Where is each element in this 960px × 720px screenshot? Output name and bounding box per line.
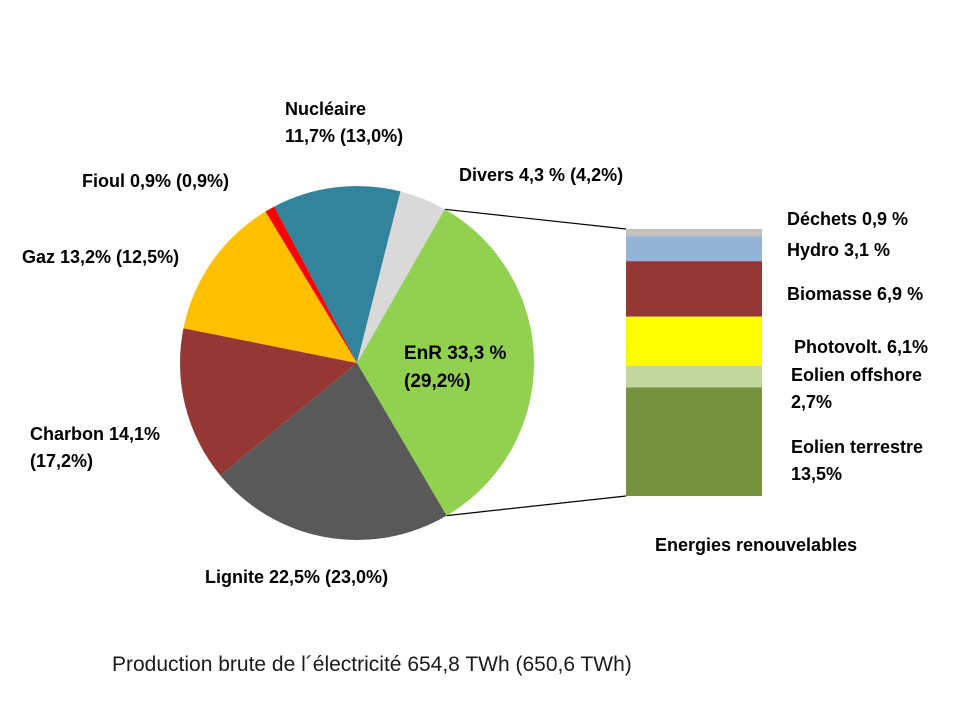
bar-segment-hydro [626,236,762,262]
pie-slice-charbon [180,328,357,476]
bar-label-eolien-offshore: Eolien offshore 2,7% [791,365,923,412]
callout-line-top [444,208,627,230]
pie-label-divers: Divers 4,3 % (4,2%) [459,165,624,185]
pie-label-charbon: Charbon 14,1% (17,2%) [30,424,161,471]
bar-label-biomasse: Biomasse 6,9 % [787,284,924,304]
renewables-bar [626,229,762,496]
bar-label-eolien-terrestre: Eolien terrestre 13,5% [791,437,924,484]
pie-slice-gaz [183,211,357,363]
bar-segment-eolien-terrestre [626,387,762,496]
bar-label-photovolt: Photovolt. 6,1% [794,337,929,357]
pie-label-nucleaire: Nucléaire 11,7% (13,0%) [285,99,404,146]
bar-label-dechets: Déchets 0,9 % [787,209,909,229]
pie-label-enr: EnR 33,3 % (29,2%) [404,343,507,392]
callout-line-bottom [446,495,627,517]
bar-title: Energies renouvelables [655,535,858,555]
pie-slice-nucleaire [274,185,401,363]
pie-slice-divers [357,191,445,363]
bar-label-hydro: Hydro 3,1 % [787,240,891,260]
pie-label-gaz: Gaz 13,2% (12,5%) [22,247,180,267]
bar-segment-photovolt [626,316,762,366]
pie-slice-lignite [220,363,447,540]
bar-segment-dechets [626,229,762,237]
pie-slice-fioul [265,206,357,363]
bar-segment-biomasse [626,261,762,317]
pie-label-fioul: Fioul 0,9% (0,9%) [82,171,230,191]
bar-segment-eolien-offshore [626,365,762,388]
pie-label-lignite: Lignite 22,5% (23,0%) [205,567,389,587]
chart-caption: Production brute de l´électricité 654,8 … [112,653,632,676]
callout-lines [444,208,627,517]
pie [180,185,535,540]
pie-slice-enr [357,209,535,516]
